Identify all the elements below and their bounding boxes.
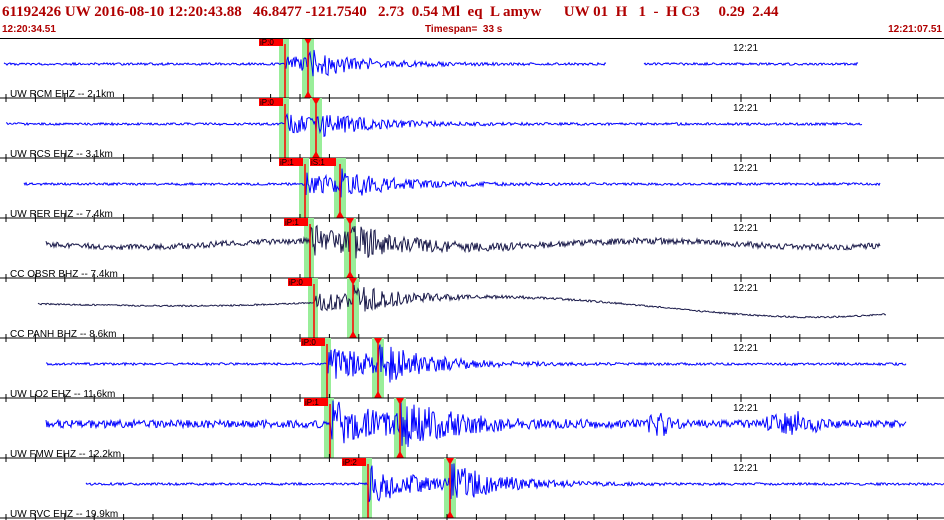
p-pick-window <box>304 218 314 278</box>
s-pick-marker[interactable] <box>396 398 404 405</box>
p-pick-label: iP:0 <box>260 98 274 107</box>
s-pick-bottom-marker <box>396 451 404 458</box>
s-pick-marker[interactable] <box>346 218 354 225</box>
event-header-title: 61192426 UW 2016-08-10 12:20:43.88 46.84… <box>2 4 779 20</box>
station-label: UW FMW EHZ -- 12.2km <box>10 449 121 460</box>
p-pick-window <box>362 458 372 518</box>
minute-tick-label: 12:21 <box>733 343 758 354</box>
waveform-trace <box>3 49 859 77</box>
p-pick-box[interactable] <box>288 278 312 286</box>
waveform-trace <box>37 284 887 319</box>
station-label: UW RER EHZ -- 7.4km <box>10 209 113 220</box>
p-pick-label: iP:0 <box>260 38 274 47</box>
timespan-label: Timespan= 33 s <box>425 24 503 35</box>
trace-row[interactable]: iP:1 12:21 CC OBSR BHZ -- 7.4km <box>0 218 944 282</box>
trace-row[interactable]: iP:1 iS:1 12:21 UW RER EHZ -- 7.4km <box>0 158 944 222</box>
minute-tick-label: 12:21 <box>733 403 758 414</box>
p-pick-label: iP:1 <box>280 158 294 167</box>
p-pick-window <box>321 338 331 398</box>
s-pick-marker[interactable] <box>374 338 382 345</box>
p-pick-label: iP:1 <box>305 398 319 407</box>
trace-row[interactable]: iP:0 12:21 UW RCS EHZ -- 3.1km <box>0 98 944 162</box>
p-pick-box[interactable] <box>342 458 366 466</box>
trace-row[interactable]: iP:0 12:21 UW LO2 EHZ -- 11.6km <box>0 338 944 402</box>
minute-tick-label: 12:21 <box>733 223 758 234</box>
p-pick-box[interactable] <box>279 158 303 166</box>
p-pick-label: iP:1 <box>285 218 299 227</box>
station-label: CC OBSR BHZ -- 7.4km <box>10 269 118 280</box>
p-pick-box[interactable] <box>259 38 283 46</box>
waveform-trace <box>5 112 863 138</box>
s-pick-box[interactable] <box>310 158 336 166</box>
s-pick-bottom-marker <box>374 391 382 398</box>
p-pick-label: iP:0 <box>302 338 316 347</box>
minute-tick-label: 12:21 <box>733 43 758 54</box>
end-time-label: 12:21:07.51 <box>888 24 942 35</box>
minute-tick-label: 12:21 <box>733 163 758 174</box>
start-time-label: 12:20:34.51 <box>2 24 56 35</box>
trace-row[interactable]: iP:1 12:21 UW FMW EHZ -- 12.2km <box>0 398 944 462</box>
p-pick-window <box>324 398 334 458</box>
trace-row[interactable]: iP:0 12:21 CC PANH BHZ -- 8.6km <box>0 278 944 342</box>
waveform-trace <box>45 344 907 383</box>
s-pick-marker[interactable] <box>349 278 357 285</box>
p-pick-label: iP:0 <box>289 278 303 287</box>
minute-tick-label: 12:21 <box>733 283 758 294</box>
station-label: UW RVC EHZ -- 19.9km <box>10 509 118 520</box>
seismogram-panel[interactable]: iP:0 12:21 UW RCM EHZ -- 2.1km iP:0 12:21 UW … <box>0 38 944 520</box>
p-pick-window <box>279 38 289 98</box>
p-pick-window <box>308 278 318 338</box>
trace-row[interactable]: iP:0 12:21 UW RCM EHZ -- 2.1km <box>0 38 944 102</box>
s-pick-marker[interactable] <box>304 38 312 45</box>
s-pick-marker[interactable] <box>446 458 454 465</box>
station-label: UW RCM EHZ -- 2.1km <box>10 89 114 100</box>
p-pick-window <box>299 158 309 218</box>
s-pick-bottom-marker <box>304 91 312 98</box>
p-pick-box[interactable] <box>259 98 283 106</box>
waveform-trace <box>23 168 881 198</box>
p-pick-label: iP:2 <box>343 458 357 467</box>
p-pick-box[interactable] <box>304 398 328 406</box>
s-pick-marker[interactable] <box>312 98 320 105</box>
s-pick-bottom-marker <box>312 151 320 158</box>
waveform-trace <box>85 463 944 503</box>
minute-tick-label: 12:21 <box>733 103 758 114</box>
s-pick-bottom-marker <box>349 331 357 338</box>
s-pick-label: iS:1 <box>311 158 325 167</box>
minute-tick-label: 12:21 <box>733 463 758 474</box>
waveform-trace <box>45 400 907 448</box>
station-label: UW RCS EHZ -- 3.1km <box>10 149 113 160</box>
station-label: CC PANH BHZ -- 8.6km <box>10 329 117 340</box>
p-pick-box[interactable] <box>301 338 325 346</box>
trace-row[interactable]: iP:2 12:21 UW RVC EHZ -- 19.9km <box>0 458 944 520</box>
station-label: UW LO2 EHZ -- 11.6km <box>10 389 115 400</box>
waveform-trace <box>45 224 881 259</box>
s-pick-bottom-marker <box>346 271 354 278</box>
s-pick-bottom-marker <box>336 211 344 218</box>
s-pick-bottom-marker <box>446 511 454 518</box>
p-pick-window <box>279 98 289 158</box>
p-pick-box[interactable] <box>284 218 308 226</box>
